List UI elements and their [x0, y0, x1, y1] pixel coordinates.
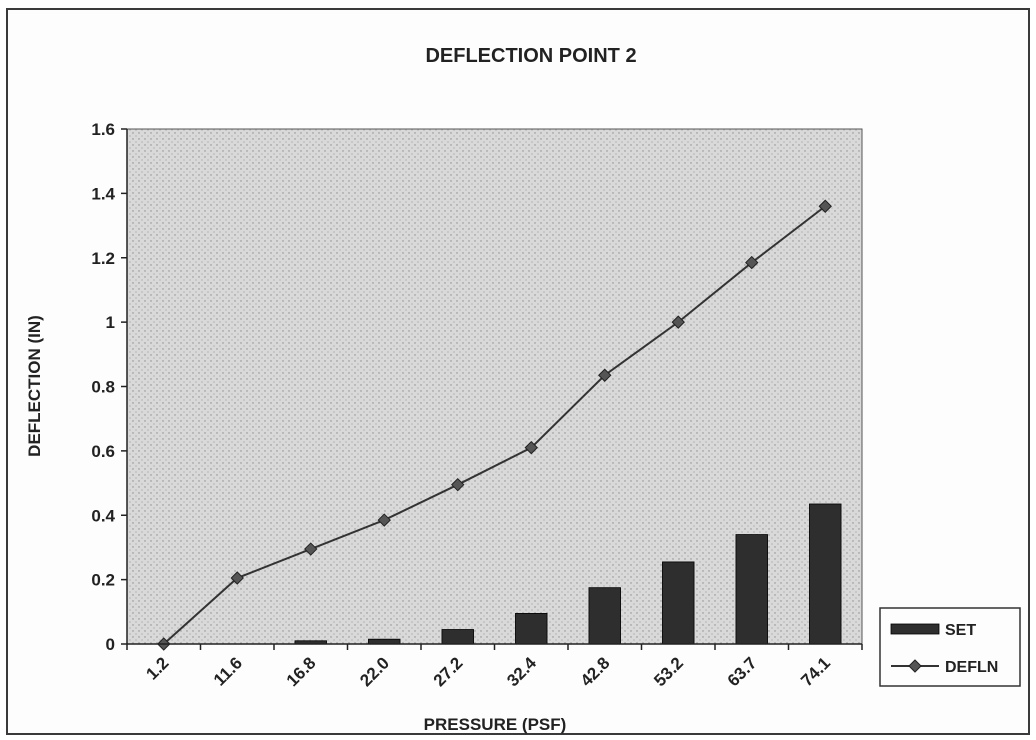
y-tick-label: 0.6 — [91, 442, 115, 461]
y-tick-label: 0 — [106, 635, 115, 654]
set-bar — [588, 587, 621, 645]
defln-point — [377, 513, 391, 527]
chart-title: DEFLECTION POINT 2 — [425, 45, 636, 67]
y-axis-label: DEFLECTION (IN) — [25, 315, 44, 457]
defln-point — [818, 199, 832, 213]
set-bar — [662, 561, 695, 645]
x-axis-ticks: 1.2 11.6 16.8 22.0 27.2 32.4 42.8 53.2 63.7 74.1 — [126, 644, 863, 690]
legend-set-swatch — [890, 623, 940, 635]
legend-set-label: SET — [945, 622, 976, 639]
set-bars — [294, 503, 842, 645]
defln-point — [524, 440, 538, 455]
x-tick-label: 32.4 — [503, 653, 540, 690]
x-tick-label: 1.2 — [142, 653, 172, 683]
defln-point — [230, 571, 244, 585]
y-tick-label: 0.2 — [91, 571, 115, 590]
defln-line-series — [157, 199, 832, 651]
defln-line — [163, 205, 826, 645]
defln-point — [451, 477, 465, 492]
y-tick-label: 1.4 — [91, 184, 115, 203]
defln-point — [745, 255, 759, 270]
x-tick-label: 27.2 — [430, 653, 467, 690]
y-tick-label: 1.6 — [91, 120, 115, 139]
x-tick-label: 74.1 — [797, 653, 834, 690]
x-tick-label: 63.7 — [724, 653, 761, 690]
x-tick-label: 22.0 — [356, 653, 393, 690]
x-tick-label: 42.8 — [577, 653, 614, 690]
set-bar — [515, 613, 548, 645]
y-axis-ticks: 0 0.2 0.4 0.6 0.8 1 1.2 1.4 1.6 — [91, 120, 127, 654]
y-tick-label: 0.8 — [91, 378, 115, 397]
x-tick-label: 11.6 — [210, 653, 246, 689]
set-bar — [735, 534, 768, 645]
legend: SET DEFLN — [879, 607, 1021, 687]
legend-defln-marker — [908, 659, 922, 673]
x-tick-label: 53.2 — [650, 653, 687, 690]
set-bar — [441, 629, 474, 645]
defln-point — [304, 542, 318, 556]
legend-defln-label: DEFLN — [945, 659, 998, 676]
x-tick-label: 16.8 — [283, 653, 320, 690]
y-tick-label: 1 — [106, 313, 115, 332]
y-tick-label: 1.2 — [91, 249, 115, 268]
defln-point — [598, 368, 612, 382]
set-bar — [809, 503, 842, 645]
defln-point — [671, 315, 685, 329]
legend-box — [879, 607, 1021, 687]
y-tick-label: 0.4 — [91, 506, 115, 525]
x-axis-label: PRESSURE (PSF) — [424, 715, 567, 734]
